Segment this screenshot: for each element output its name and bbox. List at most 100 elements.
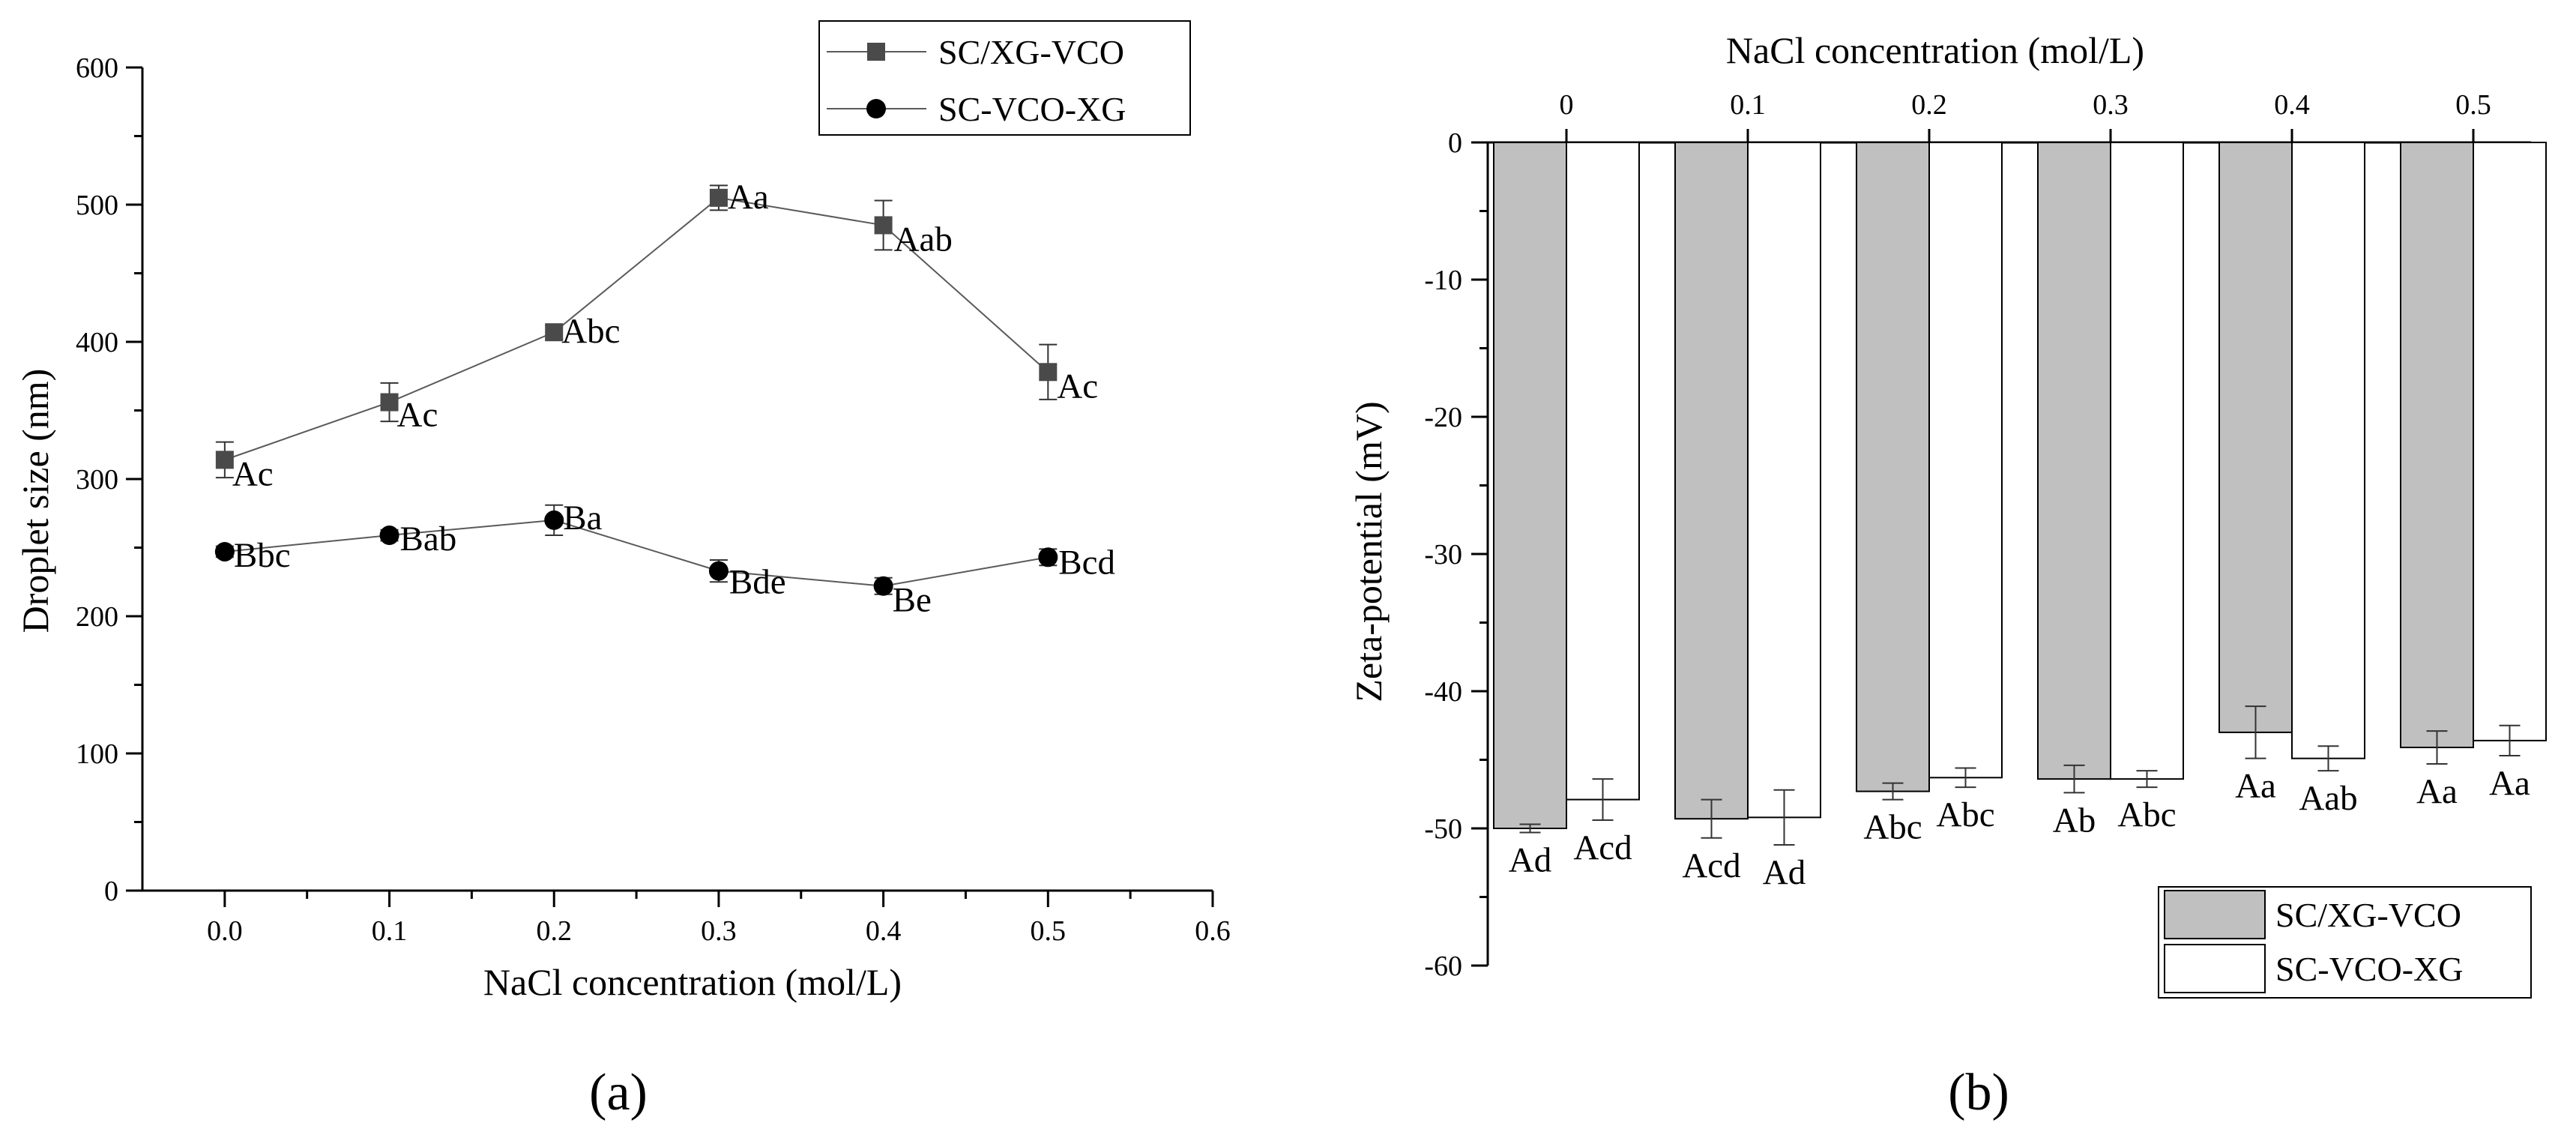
panel-a-point-label: Bbc	[234, 536, 291, 575]
panel-a-legend: SC/XG-VCO SC-VCO-XG	[818, 20, 1191, 136]
panel-b-y-tick-label: -10	[1424, 265, 1462, 296]
panel-a-x-tick-label: 0.1	[372, 915, 408, 947]
panel-a-x-tick-label: 0.5	[1031, 915, 1067, 947]
panel-a-legend-square	[867, 43, 885, 61]
panel-a-point-label: Ac	[1057, 367, 1098, 406]
panel-b-y-tick-label: -30	[1424, 539, 1462, 570]
panel-a-x-axis-title: NaCl concentration (mol/L)	[483, 961, 902, 1003]
panel-b-bar-label: Ad	[1763, 853, 1806, 892]
panel-b-bar-1	[1674, 142, 1749, 820]
panel-a-y-tick-label: 600	[76, 52, 118, 84]
panel-b-bar-label: Aa	[2416, 772, 2458, 811]
panel-b-series: Ad Acd Abc Ab Aa Aa Acd Ad Abc Abc Aab Aa	[1493, 142, 2547, 892]
panel-a-axes: 0 100 200 300 400 500 600 0.0 0.1 0.2 0.3 0.4 0.5 0.6	[76, 52, 1231, 947]
panel-a-x-tick-label: 0.4	[866, 915, 902, 947]
panel-a-point-label: Be	[893, 581, 932, 620]
panel-b-y-tick-label: 0	[1448, 127, 1462, 159]
panel-a-point-circle	[214, 541, 235, 562]
panel-a-point-square	[709, 188, 728, 207]
panel-b-legend-label: SC-VCO-XG	[2275, 950, 2463, 988]
panel-b-legend-swatch	[2164, 890, 2266, 939]
panel-a-point-label: Ac	[397, 396, 438, 435]
panel-b-y-tick-label: -20	[1424, 402, 1462, 433]
panel-b-bar-label: Ab	[2053, 801, 2096, 840]
panel-b-y-tick-label: -60	[1424, 951, 1462, 982]
panel-b-bar-1	[1856, 142, 1930, 792]
panel-a-y-tick-label: 100	[76, 738, 118, 770]
panel-b-bar-1	[2037, 142, 2111, 780]
panel-b-y-axis-title: Zeta-potential (mV)	[1348, 401, 1390, 702]
panel-a-point-circle	[708, 561, 729, 581]
panel-a-y-tick-label: 200	[76, 601, 118, 633]
panel-b-bar-1	[1493, 142, 1567, 829]
panel-b-legend: SC/XG-VCO SC-VCO-XG	[2158, 886, 2532, 999]
panel-b-x-tick-label: 0.4	[2274, 89, 2310, 121]
panel-a-x-tick-label: 0.6	[1195, 915, 1231, 947]
panel-a-point-circle	[873, 576, 893, 596]
panel-a-x-tick-label: 0.2	[536, 915, 572, 947]
panel-b-label: (b)	[1948, 1064, 2009, 1122]
panel-b-legend-swatch	[2164, 944, 2266, 993]
panel-b-x-tick-label: 0.2	[1911, 89, 1947, 121]
panel-b-y-tick-label: -40	[1424, 676, 1462, 708]
panel-b-bar-label: Aab	[2299, 779, 2357, 818]
panel-a-legend-circle	[866, 99, 886, 118]
panel-a-y-tick-label: 400	[76, 327, 118, 358]
panel-a-point-circle	[544, 510, 564, 530]
panel-b-bar-2	[1747, 142, 1821, 819]
panel-b-bar-1	[2218, 142, 2293, 733]
panel-b-bar-1	[2400, 142, 2474, 749]
panel-b-legend-label: SC/XG-VCO	[2275, 896, 2461, 934]
panel-a-point-square	[380, 393, 399, 412]
panel-a-point-label: Bab	[400, 520, 457, 559]
panel-b-x-tick-label: 0.3	[2093, 89, 2129, 121]
panel-a-y-axis-title: Droplet size (nm)	[14, 369, 56, 633]
panel-a-point-square	[215, 451, 234, 469]
panel-a-point-circle	[379, 526, 399, 546]
panel-a-legend-label: SC-VCO-XG	[938, 90, 1126, 128]
panel-a-y-tick-label: 300	[76, 464, 118, 496]
panel-b-bar-chart: 0 -10 -20 -30 -40 -50 -60 0 0.1 0.2 0.3 0.4 0.5 Ad Ac…	[1348, 29, 2547, 1122]
panel-a-x-tick-label: 0.0	[207, 915, 243, 947]
panel-b-axes: 0 -10 -20 -30 -40 -50 -60 0 0.1 0.2 0.3 0.4 0.5	[1424, 89, 2531, 982]
panel-a-point-label: Ac	[232, 454, 274, 493]
panel-a-y-tick-label: 500	[76, 190, 118, 221]
panel-a-legend-label: SC/XG-VCO	[938, 33, 1124, 71]
panel-b-bar-2	[2110, 142, 2184, 780]
panel-b-bar-label: Abc	[2117, 795, 2176, 834]
panel-a-point-circle	[1038, 547, 1058, 567]
panel-a-point-label: Aa	[728, 178, 769, 217]
panel-b-x-tick-label: 0.1	[1730, 89, 1766, 121]
panel-a-point-square	[1039, 363, 1058, 382]
panel-a-point-label: Bcd	[1058, 543, 1115, 582]
panel-b-x-axis-title: NaCl concentration (mol/L)	[1726, 29, 2144, 71]
panel-b-x-tick-label: 0.5	[2455, 89, 2491, 121]
panel-a-point-label: Ba	[563, 499, 602, 538]
panel-a-point-square	[545, 323, 564, 342]
panel-b-bar-label: Ad	[1509, 840, 1551, 879]
panel-b-bar-2	[2291, 142, 2365, 759]
panel-b-bar-label: Acd	[1682, 846, 1740, 885]
panel-a-series-line-1	[224, 196, 1049, 461]
panel-a-series: Ac Ac Abc Aa Aab Ac Bbc Bab Ba Bde Be Bcd	[214, 178, 1115, 620]
panel-a-point-label: Abc	[561, 312, 620, 351]
panel-b-bar-2	[1566, 142, 1640, 801]
panel-b-bar-2	[2473, 142, 2547, 741]
panel-b-y-tick-label: -50	[1424, 813, 1462, 845]
panel-a-label: (a)	[589, 1064, 648, 1122]
panel-a-point-label: Bde	[729, 563, 786, 602]
panel-a-point-label: Aab	[894, 220, 953, 259]
panel-b-bar-label: Abc	[1936, 795, 1994, 834]
panel-a-x-tick-label: 0.3	[701, 915, 737, 947]
panel-b-bar-2	[1928, 142, 2003, 779]
panel-b-bar-label: Acd	[1573, 828, 1632, 867]
panel-b-bar-label: Aa	[2235, 767, 2276, 806]
panel-a-point-square	[874, 216, 893, 235]
panel-a-y-tick-label: 0	[104, 876, 118, 907]
panel-b-bar-label: Aa	[2489, 764, 2530, 803]
panel-b-x-tick-label: 0	[1560, 89, 1574, 121]
panel-b-bar-label: Abc	[1863, 808, 1922, 847]
panel-a-line-chart: 0 100 200 300 400 500 600 0.0 0.1 0.2 0.3 0.4 0.5 0.6…	[14, 20, 1231, 1122]
panel-a-series-line-2	[224, 519, 1049, 587]
